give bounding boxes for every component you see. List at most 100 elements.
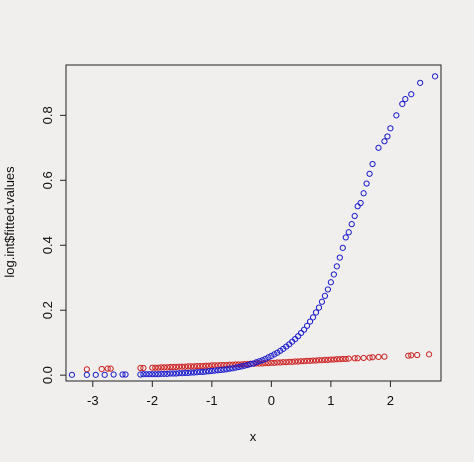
data-point bbox=[360, 354, 367, 362]
data-point bbox=[119, 371, 126, 378]
x-tick-label: -3 bbox=[87, 393, 99, 408]
data-point bbox=[164, 370, 171, 377]
data-point bbox=[351, 212, 358, 220]
data-point bbox=[208, 367, 215, 375]
data-point bbox=[101, 371, 108, 378]
data-point bbox=[354, 355, 361, 362]
data-point bbox=[375, 353, 382, 361]
data-point bbox=[158, 370, 165, 377]
data-point bbox=[324, 286, 332, 293]
data-point bbox=[202, 362, 209, 369]
y-axis-label: log.int$fitted.values bbox=[2, 166, 17, 278]
data-point bbox=[199, 362, 207, 370]
data-point bbox=[363, 180, 370, 187]
data-point bbox=[170, 363, 177, 371]
data-point bbox=[122, 371, 129, 378]
data-point bbox=[104, 365, 111, 372]
data-point bbox=[300, 326, 308, 333]
data-point bbox=[187, 363, 195, 370]
data-point bbox=[306, 357, 314, 364]
data-point bbox=[366, 170, 373, 177]
data-point bbox=[196, 362, 204, 370]
data-point bbox=[330, 356, 337, 363]
data-point bbox=[238, 363, 245, 370]
data-point bbox=[345, 229, 352, 236]
data-point bbox=[271, 359, 278, 366]
data-point bbox=[220, 366, 227, 373]
data-point bbox=[83, 366, 90, 373]
data-point bbox=[330, 271, 337, 278]
data-point bbox=[408, 352, 415, 359]
data-point bbox=[232, 364, 239, 371]
data-point bbox=[190, 363, 198, 370]
data-point bbox=[187, 369, 195, 376]
data-point bbox=[178, 370, 186, 377]
data-point bbox=[98, 365, 105, 373]
data-point bbox=[184, 369, 192, 376]
data-point bbox=[262, 355, 269, 363]
data-point bbox=[259, 357, 266, 364]
x-tick-label: 1 bbox=[327, 393, 334, 408]
data-point bbox=[161, 364, 168, 371]
data-point bbox=[175, 370, 183, 377]
data-point bbox=[408, 91, 415, 98]
data-point bbox=[303, 357, 311, 364]
data-point bbox=[283, 359, 290, 366]
data-point bbox=[184, 363, 192, 370]
data-point bbox=[405, 352, 412, 359]
y-tick-label: 0.0 bbox=[40, 366, 55, 384]
data-point bbox=[357, 199, 364, 207]
data-point bbox=[149, 371, 156, 378]
data-point bbox=[366, 354, 373, 361]
data-point bbox=[244, 361, 251, 369]
data-point bbox=[393, 112, 400, 119]
data-point bbox=[292, 358, 299, 365]
data-point bbox=[247, 361, 254, 368]
data-point bbox=[190, 369, 198, 376]
data-point bbox=[193, 362, 201, 370]
data-point bbox=[155, 364, 162, 371]
data-point bbox=[193, 369, 201, 376]
data-point bbox=[220, 361, 227, 369]
data-point bbox=[181, 363, 189, 370]
data-point bbox=[137, 364, 144, 372]
data-point bbox=[202, 368, 209, 375]
data-point bbox=[110, 371, 117, 378]
data-point bbox=[226, 365, 233, 372]
data-point bbox=[369, 354, 376, 361]
data-point bbox=[265, 360, 272, 367]
data-point bbox=[289, 358, 296, 365]
data-point bbox=[295, 333, 302, 340]
y-tick-label: 0.4 bbox=[40, 236, 55, 254]
series-layer bbox=[68, 73, 439, 378]
data-point bbox=[140, 364, 147, 372]
data-point bbox=[339, 244, 346, 251]
data-point bbox=[161, 370, 168, 377]
data-point bbox=[318, 298, 326, 305]
data-point bbox=[315, 304, 323, 311]
y-tick-label: 0.6 bbox=[40, 171, 55, 189]
data-point bbox=[312, 357, 320, 364]
data-point bbox=[381, 138, 388, 145]
data-point bbox=[333, 263, 340, 270]
data-point bbox=[298, 358, 305, 365]
data-point bbox=[226, 361, 233, 368]
data-point bbox=[384, 133, 391, 140]
data-point bbox=[152, 364, 159, 371]
data-point bbox=[327, 279, 334, 286]
data-point bbox=[217, 366, 224, 374]
data-point bbox=[295, 358, 302, 365]
data-point bbox=[431, 73, 439, 80]
data-point bbox=[327, 356, 334, 363]
data-point bbox=[167, 370, 174, 377]
data-point bbox=[107, 365, 114, 372]
data-point bbox=[324, 356, 332, 363]
data-point bbox=[321, 292, 329, 300]
y-axis: 0.0 0.2 0.4 0.6 0.8 bbox=[40, 106, 66, 384]
data-point bbox=[152, 371, 159, 378]
data-point bbox=[265, 354, 272, 361]
data-point bbox=[137, 371, 144, 378]
x-tick-label: 2 bbox=[387, 393, 394, 408]
data-point bbox=[241, 362, 248, 369]
data-point bbox=[417, 79, 424, 86]
